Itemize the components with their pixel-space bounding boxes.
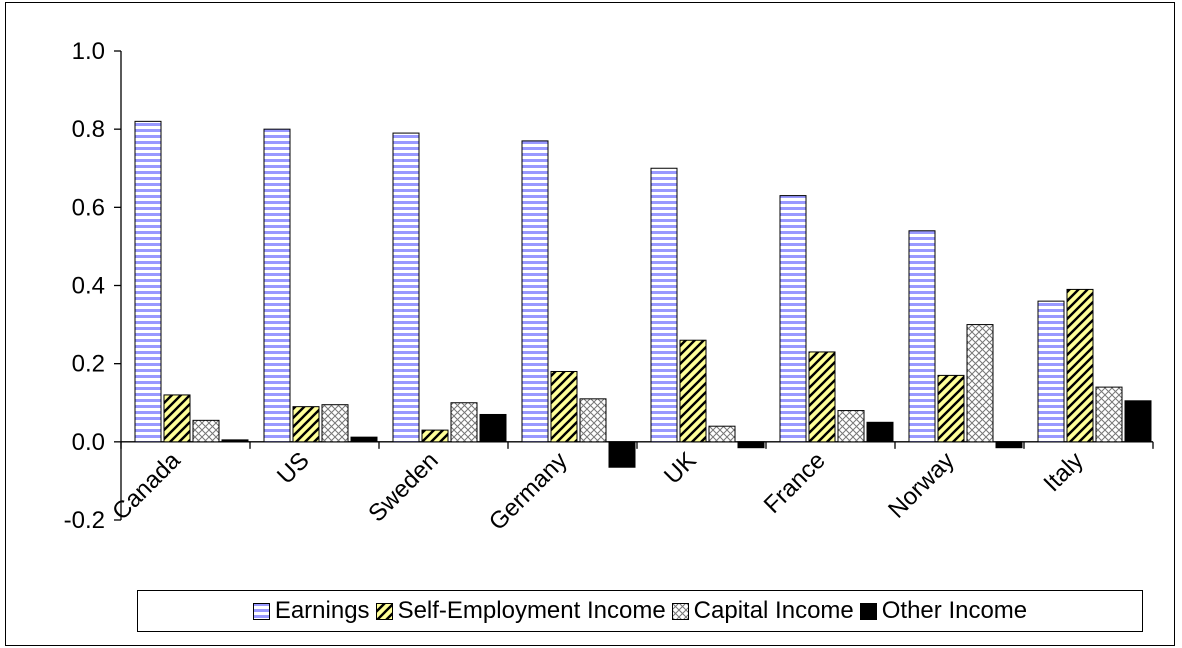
bar-self-employment-income-norway bbox=[937, 374, 965, 443]
legend-swatch bbox=[671, 602, 689, 620]
x-category-label: Italy bbox=[1039, 447, 1089, 497]
legend-swatch bbox=[375, 602, 393, 620]
bar-self-employment-income-italy bbox=[1066, 288, 1094, 443]
y-tick-label: 0.6 bbox=[72, 194, 105, 221]
chart-frame: -0.2 0.0 0.2 0.4 0.6 0.8 1.0 Canada US Sweden Germ… bbox=[5, 2, 1175, 646]
legend-item-capital-income: Capital Income bbox=[671, 597, 854, 625]
legend-label: Other Income bbox=[881, 597, 1028, 624]
y-tick-label: 0.0 bbox=[72, 429, 105, 456]
bar-earnings-france bbox=[779, 195, 807, 443]
y-tick-label: -0.2 bbox=[64, 507, 105, 534]
legend: Earnings Self-Employment Income Capital In… bbox=[137, 590, 1143, 632]
bar-earnings-italy bbox=[1037, 300, 1065, 443]
bar-other-income-us bbox=[350, 436, 378, 443]
bar-capital-income-uk bbox=[708, 425, 736, 443]
bar-earnings-us bbox=[263, 128, 291, 443]
bar-earnings-canada bbox=[134, 120, 162, 443]
bar-capital-income-canada bbox=[192, 419, 220, 443]
bar-self-employment-income-canada bbox=[163, 394, 191, 443]
x-category-label: France bbox=[759, 447, 831, 519]
legend-swatch bbox=[859, 602, 877, 620]
bar-self-employment-income-uk bbox=[679, 339, 707, 443]
bar-capital-income-sweden bbox=[450, 402, 478, 443]
bar-capital-income-us bbox=[321, 404, 349, 443]
bar-other-income-uk bbox=[737, 441, 765, 449]
legend-item-self-employment-income: Self-Employment Income bbox=[375, 597, 666, 625]
x-category-label: Canada bbox=[107, 447, 186, 526]
bar-capital-income-italy bbox=[1095, 386, 1123, 443]
bar-earnings-norway bbox=[908, 230, 936, 443]
bar-capital-income-france bbox=[837, 410, 865, 443]
legend-label: Earnings bbox=[274, 597, 370, 624]
bar-other-income-germany bbox=[608, 441, 636, 468]
legend-label: Self-Employment Income bbox=[397, 597, 666, 624]
bar-earnings-germany bbox=[521, 140, 549, 443]
x-category-label: US bbox=[272, 447, 315, 490]
bar-other-income-canada bbox=[221, 439, 249, 443]
bar-other-income-sweden bbox=[479, 413, 507, 443]
bar-capital-income-germany bbox=[579, 398, 607, 443]
x-category-label: Norway bbox=[883, 447, 960, 524]
bar-earnings-uk bbox=[650, 167, 678, 443]
bar-capital-income-norway bbox=[966, 324, 994, 443]
x-category-label: Sweden bbox=[363, 447, 443, 527]
y-tick-label: 0.8 bbox=[72, 116, 105, 143]
y-tick-label: 0.2 bbox=[72, 351, 105, 378]
legend-label: Capital Income bbox=[693, 597, 854, 624]
y-tick-label: 1.0 bbox=[72, 38, 105, 65]
bar-other-income-italy bbox=[1124, 400, 1152, 443]
bar-self-employment-income-france bbox=[808, 351, 836, 443]
y-tick-label: 0.4 bbox=[72, 273, 105, 300]
bar-self-employment-income-us bbox=[292, 406, 320, 443]
bar-chart: -0.2 0.0 0.2 0.4 0.6 0.8 1.0 Canada US Sweden Germ… bbox=[64, 38, 1154, 536]
bar-other-income-norway bbox=[995, 441, 1023, 449]
bar-earnings-sweden bbox=[392, 132, 420, 443]
legend-item-other-income: Other Income bbox=[859, 597, 1028, 625]
bar-self-employment-income-sweden bbox=[421, 429, 449, 443]
legend-swatch bbox=[252, 602, 270, 620]
x-category-label: UK bbox=[659, 447, 702, 490]
legend-item-earnings: Earnings bbox=[252, 597, 370, 625]
bar-self-employment-income-germany bbox=[550, 370, 578, 443]
x-category-label: Germany bbox=[484, 447, 573, 536]
bar-other-income-france bbox=[866, 421, 894, 443]
